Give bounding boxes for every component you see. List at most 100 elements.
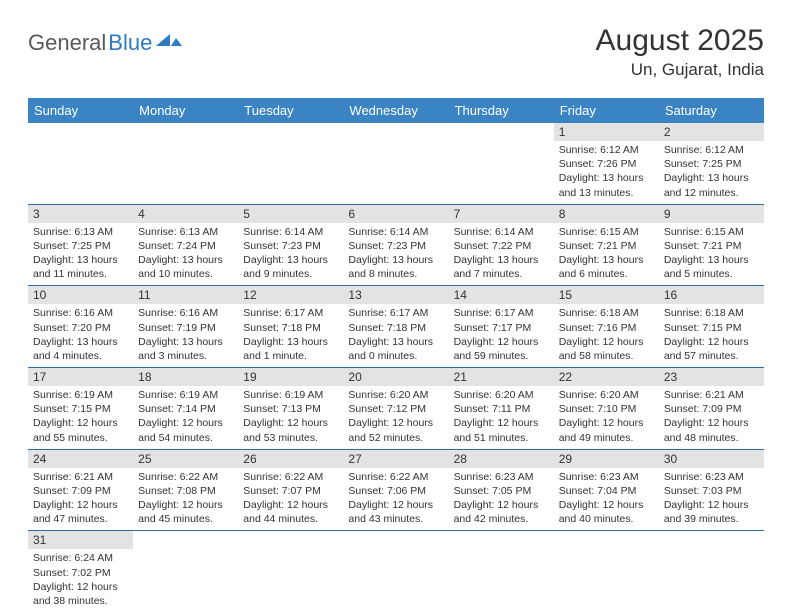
sunrise-text: Sunrise: 6:23 AM <box>664 470 759 484</box>
daylight-text: Daylight: 13 hours and 4 minutes. <box>33 335 128 363</box>
calendar-cell: 17Sunrise: 6:19 AMSunset: 7:15 PMDayligh… <box>28 368 133 450</box>
sunset-text: Sunset: 7:10 PM <box>559 402 654 416</box>
calendar-cell: 5Sunrise: 6:14 AMSunset: 7:23 PMDaylight… <box>238 204 343 286</box>
day-details: Sunrise: 6:16 AMSunset: 7:20 PMDaylight:… <box>28 304 133 367</box>
calendar-cell <box>343 123 448 204</box>
calendar-cell <box>449 123 554 204</box>
sunset-text: Sunset: 7:08 PM <box>138 484 233 498</box>
sunset-text: Sunset: 7:20 PM <box>33 321 128 335</box>
calendar-week-row: 10Sunrise: 6:16 AMSunset: 7:20 PMDayligh… <box>28 286 764 368</box>
sunset-text: Sunset: 7:11 PM <box>454 402 549 416</box>
sunrise-text: Sunrise: 6:19 AM <box>243 388 338 402</box>
calendar-week-row: 3 Sunrise: 6:13 AM Sunset: 7:25 PM Daylight… <box>28 204 764 286</box>
sunset-text: Sunset: 7:19 PM <box>138 321 233 335</box>
sunrise-text: Sunrise: 6:24 AM <box>33 551 128 565</box>
daylight-text: Daylight: 12 hours and 43 minutes. <box>348 498 443 526</box>
calendar-week-row: 17Sunrise: 6:19 AMSunset: 7:15 PMDayligh… <box>28 368 764 450</box>
calendar-cell: 15Sunrise: 6:18 AMSunset: 7:16 PMDayligh… <box>554 286 659 368</box>
sunrise-text: Sunrise: 6:14 AM <box>243 225 338 239</box>
sunrise-text: Sunrise: 6:20 AM <box>348 388 443 402</box>
sunrise-text: Sunrise: 6:16 AM <box>138 306 233 320</box>
day-number <box>343 123 448 141</box>
day-details: Sunrise: 6:19 AMSunset: 7:14 PMDaylight:… <box>133 386 238 449</box>
weekday-header: Friday <box>554 98 659 123</box>
day-number: 3 <box>28 205 133 223</box>
day-number: 22 <box>554 368 659 386</box>
day-details: Sunrise: 6:20 AMSunset: 7:12 PMDaylight:… <box>343 386 448 449</box>
calendar-cell: 6Sunrise: 6:14 AMSunset: 7:23 PMDaylight… <box>343 204 448 286</box>
day-details: Sunrise: 6:14 AMSunset: 7:23 PMDaylight:… <box>343 223 448 286</box>
calendar-week-row: 31Sunrise: 6:24 AMSunset: 7:02 PMDayligh… <box>28 531 764 612</box>
daylight-text: Daylight: 13 hours and 0 minutes. <box>348 335 443 363</box>
daylight-text: Daylight: 12 hours and 53 minutes. <box>243 416 338 444</box>
calendar-cell <box>659 531 764 612</box>
calendar-cell: 24Sunrise: 6:21 AMSunset: 7:09 PMDayligh… <box>28 449 133 531</box>
weekday-header: Tuesday <box>238 98 343 123</box>
day-details: Sunrise: 6:18 AMSunset: 7:16 PMDaylight:… <box>554 304 659 367</box>
month-year: August 2025 <box>596 24 764 58</box>
day-details: Sunrise: 6:17 AMSunset: 7:17 PMDaylight:… <box>449 304 554 367</box>
day-number <box>554 531 659 549</box>
sunset-text: Sunset: 7:25 PM <box>33 239 128 253</box>
sunrise-text: Sunrise: 6:13 AM <box>138 225 233 239</box>
calendar-cell <box>238 123 343 204</box>
calendar-cell: 31Sunrise: 6:24 AMSunset: 7:02 PMDayligh… <box>28 531 133 612</box>
day-number: 1 <box>554 123 659 141</box>
day-number <box>238 531 343 549</box>
day-number: 18 <box>133 368 238 386</box>
day-details: Sunrise: 6:15 AMSunset: 7:21 PMDaylight:… <box>554 223 659 286</box>
calendar-cell: 9Sunrise: 6:15 AMSunset: 7:21 PMDaylight… <box>659 204 764 286</box>
calendar-cell: 3Sunrise: 6:13 AMSunset: 7:25 PMDaylight… <box>28 204 133 286</box>
calendar-body: 1Sunrise: 6:12 AMSunset: 7:26 PMDaylight… <box>28 123 764 612</box>
sunset-text: Sunset: 7:13 PM <box>243 402 338 416</box>
day-number: 12 <box>238 286 343 304</box>
sunset-text: Sunset: 7:12 PM <box>348 402 443 416</box>
weekday-header: Wednesday <box>343 98 448 123</box>
daylight-text: Daylight: 13 hours and 8 minutes. <box>348 253 443 281</box>
calendar-cell: 10Sunrise: 6:16 AMSunset: 7:20 PMDayligh… <box>28 286 133 368</box>
daylight-text: Daylight: 13 hours and 7 minutes. <box>454 253 549 281</box>
calendar-cell: 30Sunrise: 6:23 AMSunset: 7:03 PMDayligh… <box>659 449 764 531</box>
day-number: 24 <box>28 450 133 468</box>
sunrise-text: Sunrise: 6:23 AM <box>454 470 549 484</box>
sunrise-text: Sunrise: 6:17 AM <box>348 306 443 320</box>
day-number: 31 <box>28 531 133 549</box>
day-number: 10 <box>28 286 133 304</box>
day-details: Sunrise: 6:20 AMSunset: 7:11 PMDaylight:… <box>449 386 554 449</box>
day-number: 5 <box>238 205 343 223</box>
day-details: Sunrise: 6:20 AMSunset: 7:10 PMDaylight:… <box>554 386 659 449</box>
sunset-text: Sunset: 7:02 PM <box>33 566 128 580</box>
sunrise-text: Sunrise: 6:19 AM <box>138 388 233 402</box>
sunrise-text: Sunrise: 6:17 AM <box>243 306 338 320</box>
day-number: 20 <box>343 368 448 386</box>
sunset-text: Sunset: 7:09 PM <box>33 484 128 498</box>
calendar-cell: 27Sunrise: 6:22 AMSunset: 7:06 PMDayligh… <box>343 449 448 531</box>
day-number: 29 <box>554 450 659 468</box>
location: Un, Gujarat, India <box>596 60 764 80</box>
sunset-text: Sunset: 7:04 PM <box>559 484 654 498</box>
day-number: 30 <box>659 450 764 468</box>
weekday-header: Saturday <box>659 98 764 123</box>
day-number: 28 <box>449 450 554 468</box>
logo: General Blue <box>28 30 182 56</box>
day-details: Sunrise: 6:14 AMSunset: 7:23 PMDaylight:… <box>238 223 343 286</box>
calendar-cell: 25Sunrise: 6:22 AMSunset: 7:08 PMDayligh… <box>133 449 238 531</box>
day-details: Sunrise: 6:17 AMSunset: 7:18 PMDaylight:… <box>343 304 448 367</box>
day-details: Sunrise: 6:24 AMSunset: 7:02 PMDaylight:… <box>28 549 133 612</box>
calendar-week-row: 1Sunrise: 6:12 AMSunset: 7:26 PMDaylight… <box>28 123 764 204</box>
daylight-text: Daylight: 12 hours and 57 minutes. <box>664 335 759 363</box>
calendar-cell <box>133 531 238 612</box>
day-number: 27 <box>343 450 448 468</box>
sunrise-text: Sunrise: 6:14 AM <box>454 225 549 239</box>
day-number <box>133 531 238 549</box>
calendar-table: Sunday Monday Tuesday Wednesday Thursday… <box>28 98 764 612</box>
daylight-text: Daylight: 13 hours and 13 minutes. <box>559 171 654 199</box>
day-details: Sunrise: 6:14 AMSunset: 7:22 PMDaylight:… <box>449 223 554 286</box>
day-number: 15 <box>554 286 659 304</box>
day-number: 19 <box>238 368 343 386</box>
calendar-cell: 8Sunrise: 6:15 AMSunset: 7:21 PMDaylight… <box>554 204 659 286</box>
day-number: 4 <box>133 205 238 223</box>
logo-text-2: Blue <box>108 30 152 56</box>
daylight-text: Daylight: 12 hours and 39 minutes. <box>664 498 759 526</box>
daylight-text: Daylight: 12 hours and 45 minutes. <box>138 498 233 526</box>
